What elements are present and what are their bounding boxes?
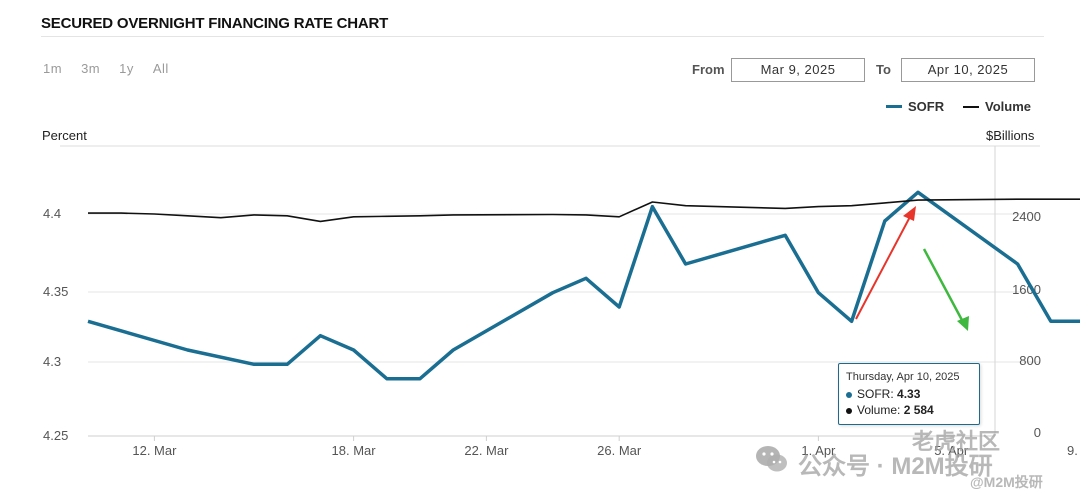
data-tooltip: Thursday, Apr 10, 2025 SOFR: 4.33 Volume… (838, 363, 980, 425)
sofr-swatch-icon (886, 105, 902, 108)
left-axis-title: Percent (42, 128, 87, 143)
x-tick-label: 1. Apr (801, 443, 836, 458)
range-1y-button[interactable]: 1y (119, 61, 134, 76)
sofr-dot-icon (846, 391, 852, 398)
red-arrow-line (855, 212, 913, 320)
range-3m-button[interactable]: 3m (81, 61, 101, 76)
legend-volume-label: Volume (985, 99, 1031, 114)
from-label: From (692, 62, 725, 77)
from-date-input[interactable]: Mar 9, 2025 (731, 58, 865, 82)
x-tick-label: 9. Apr (1067, 443, 1080, 458)
y-right-tick-label: 800 (1019, 353, 1041, 368)
x-tick-label: 22. Mar (464, 443, 509, 458)
tooltip-sofr-row: SOFR: 4.33 (846, 387, 920, 401)
range-selector: 1m 3m 1y All (43, 61, 188, 76)
tooltip-volume-row: Volume: 2 584 (846, 403, 934, 417)
volume-series-line (88, 198, 1080, 223)
tooltip-volume-value: 2 584 (903, 403, 934, 417)
y-left-tick-label: 4.25 (43, 428, 68, 443)
legend-sofr-label: SOFR (908, 99, 945, 114)
wechat-icon (756, 446, 787, 472)
y-left-tick-label: 4.35 (43, 284, 68, 299)
sofr-series-line (87, 190, 1080, 381)
volume-dot-icon (846, 407, 852, 414)
tooltip-volume-label: Volume: (857, 403, 901, 417)
x-tick-label: 26. Mar (597, 443, 642, 458)
y-left-tick-label: 4.3 (43, 354, 61, 369)
tooltip-sofr-label: SOFR: (857, 387, 894, 401)
range-all-button[interactable]: All (152, 61, 169, 76)
range-1m-button[interactable]: 1m (43, 61, 63, 76)
watermark-handle: @M2M投研 (970, 474, 1043, 490)
x-tick-label: 12. Mar (132, 443, 177, 458)
green-arrow-line (922, 248, 965, 323)
tooltip-date: Thursday, Apr 10, 2025 (846, 371, 960, 383)
tooltip-sofr-value: 4.33 (897, 387, 921, 401)
volume-swatch-icon (963, 105, 979, 108)
legend-sofr[interactable]: SOFR (886, 99, 944, 114)
green-arrow-head-icon (957, 316, 969, 331)
y-right-tick-label: 2400 (1012, 209, 1041, 224)
chart-title: SECURED OVERNIGHT FINANCING RATE CHART (41, 15, 389, 32)
right-axis-title: $Billions (986, 128, 1035, 143)
x-tick-label: 5. Apr (934, 443, 969, 458)
y-left-tick-label: 4.4 (43, 206, 61, 221)
to-label: To (876, 62, 891, 77)
title-divider (41, 36, 1044, 37)
red-arrow-head-icon (903, 206, 916, 221)
x-tick-label: 18. Mar (332, 443, 377, 458)
watermark-community: 老虎社区 (912, 429, 1001, 454)
y-right-tick-label: 0 (1034, 425, 1041, 440)
to-date-input[interactable]: Apr 10, 2025 (901, 58, 1035, 82)
watermark-account: 公众号 · M2M投研 (798, 453, 993, 480)
legend-volume[interactable]: Volume (963, 99, 1031, 114)
